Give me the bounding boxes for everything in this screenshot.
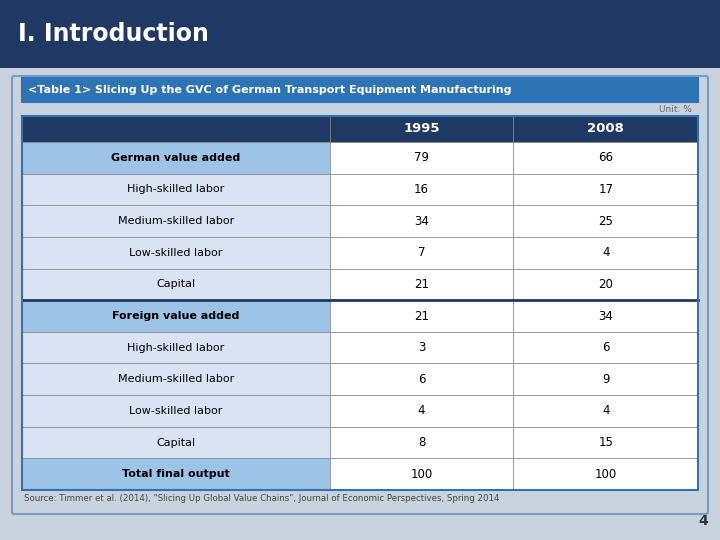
Text: 34: 34: [598, 309, 613, 322]
Bar: [513, 174, 698, 205]
Bar: [22, 268, 330, 300]
Text: 34: 34: [414, 214, 429, 227]
Text: <Table 1> Slicing Up the GVC of German Transport Equipment Manufacturing: <Table 1> Slicing Up the GVC of German T…: [28, 85, 511, 95]
FancyBboxPatch shape: [12, 76, 708, 514]
Text: Capital: Capital: [156, 279, 195, 289]
Bar: [22, 116, 698, 142]
Bar: [22, 395, 330, 427]
Bar: [513, 300, 698, 332]
Text: 21: 21: [414, 309, 429, 322]
Bar: [513, 458, 698, 490]
Bar: [22, 300, 330, 332]
Text: 16: 16: [414, 183, 429, 196]
Bar: [0, 0, 720, 68]
Bar: [22, 458, 330, 490]
Text: Low-skilled labor: Low-skilled labor: [129, 406, 222, 416]
Bar: [330, 332, 513, 363]
Bar: [22, 142, 330, 174]
Bar: [330, 458, 513, 490]
Text: German value added: German value added: [111, 153, 240, 163]
Text: 3: 3: [418, 341, 426, 354]
Text: 100: 100: [410, 468, 433, 481]
Bar: [22, 78, 698, 102]
Bar: [22, 174, 330, 205]
Text: Total final output: Total final output: [122, 469, 230, 479]
Bar: [330, 300, 513, 332]
Bar: [22, 237, 330, 268]
Text: Foreign value added: Foreign value added: [112, 311, 240, 321]
Bar: [330, 237, 513, 268]
Bar: [513, 395, 698, 427]
Text: 100: 100: [595, 468, 617, 481]
Text: Unit: %: Unit: %: [659, 105, 692, 113]
Bar: [513, 237, 698, 268]
Text: 7: 7: [418, 246, 426, 259]
Bar: [22, 116, 698, 490]
Bar: [22, 427, 330, 458]
Text: Source: Timmer et al. (2014), "Slicing Up Global Value Chains", Journal of Econo: Source: Timmer et al. (2014), "Slicing U…: [24, 494, 500, 503]
Text: High-skilled labor: High-skilled labor: [127, 185, 225, 194]
Bar: [513, 363, 698, 395]
Text: Ⅰ. Introduction: Ⅰ. Introduction: [18, 22, 209, 46]
Text: 25: 25: [598, 214, 613, 227]
Bar: [330, 427, 513, 458]
Bar: [22, 332, 330, 363]
Bar: [22, 363, 330, 395]
Text: Medium-skilled labor: Medium-skilled labor: [117, 374, 234, 384]
Text: 20: 20: [598, 278, 613, 291]
Bar: [330, 174, 513, 205]
Bar: [22, 78, 698, 102]
Text: 6: 6: [418, 373, 426, 386]
Text: High-skilled labor: High-skilled labor: [127, 343, 225, 353]
Text: 66: 66: [598, 151, 613, 164]
Text: 17: 17: [598, 183, 613, 196]
Text: 4: 4: [418, 404, 426, 417]
Bar: [330, 395, 513, 427]
Text: 6: 6: [602, 341, 609, 354]
Text: 8: 8: [418, 436, 426, 449]
Text: 15: 15: [598, 436, 613, 449]
Bar: [513, 427, 698, 458]
Bar: [513, 142, 698, 174]
Bar: [513, 332, 698, 363]
Text: Medium-skilled labor: Medium-skilled labor: [117, 216, 234, 226]
Bar: [513, 268, 698, 300]
Bar: [22, 205, 330, 237]
Bar: [330, 205, 513, 237]
Bar: [330, 142, 513, 174]
Text: Capital: Capital: [156, 437, 195, 448]
Bar: [330, 268, 513, 300]
Text: 9: 9: [602, 373, 609, 386]
Text: 79: 79: [414, 151, 429, 164]
Text: Low-skilled labor: Low-skilled labor: [129, 248, 222, 258]
Bar: [330, 363, 513, 395]
Bar: [513, 205, 698, 237]
Text: 2008: 2008: [588, 123, 624, 136]
Text: 4: 4: [698, 514, 708, 528]
Text: 4: 4: [602, 404, 609, 417]
Text: 21: 21: [414, 278, 429, 291]
Text: 1995: 1995: [403, 123, 440, 136]
Text: 4: 4: [602, 246, 609, 259]
